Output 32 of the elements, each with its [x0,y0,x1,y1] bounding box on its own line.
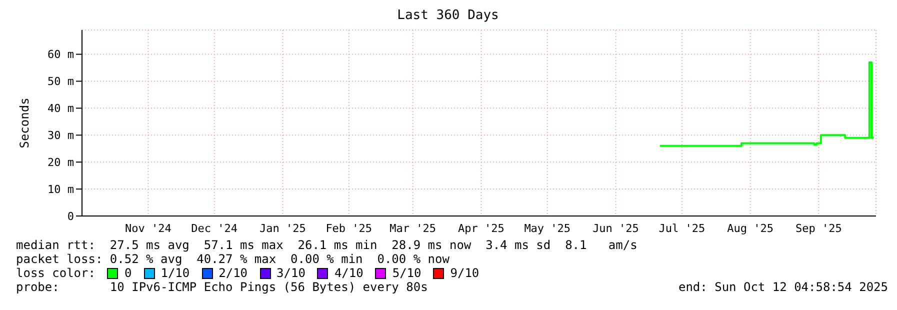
y-tick-label: 60 m [48,48,74,62]
legend-label: 5/10 [392,266,422,280]
chart-title: Last 360 Days [396,8,500,25]
legend-title: loss color: [16,266,96,280]
legend-label: 2/10 [218,266,248,280]
y-axis-title: Seconds [17,98,32,148]
text: probe: 10 IPv6-ICMP Echo Pings (56 Bytes) every 80s [16,280,428,294]
text: packet loss: 0.52 % avg 40.27 % max 0.00 % min 0.00 % now [16,252,450,266]
legend-label: 0 [124,266,132,280]
text: end: Sun Oct 12 04:58:54 2025 [678,280,888,294]
y-tick-label: 0 [67,210,74,223]
legend-label: 1/10 [160,266,190,280]
y-tick-label: 30 m [48,129,74,142]
x-tick-label: Sep '25 [795,222,842,235]
x-tick-label: Apr '25 [458,222,504,235]
legend-label: 4/10 [334,266,364,280]
x-tick-label: Jan '25 [260,222,306,235]
x-tick-label: Feb '25 [326,222,372,235]
x-tick-label: Aug '25 [727,222,774,235]
legend-label: 3/10 [276,266,306,280]
text: median rtt: 27.5 ms avg 57.1 ms max 26.1 ms min 28.9 ms now 3.4 ms sd 8.1 am/s [16,238,638,252]
y-tick-label: 40 m [48,102,74,116]
x-tick-label: Dec '24 [191,222,238,235]
x-tick-label: Jul '25 [658,222,706,235]
x-tick-label: Mar '25 [390,222,436,235]
y-tick-label: 20 m [48,156,74,169]
x-tick-label: May '25 [524,222,571,235]
legend-label: 9/10 [450,266,480,280]
x-tick-label: Nov '24 [124,222,172,235]
y-tick-label: 10 m [48,182,74,196]
x-tick-label: Jun '25 [592,222,639,235]
y-tick-label: 50 m [48,75,74,88]
